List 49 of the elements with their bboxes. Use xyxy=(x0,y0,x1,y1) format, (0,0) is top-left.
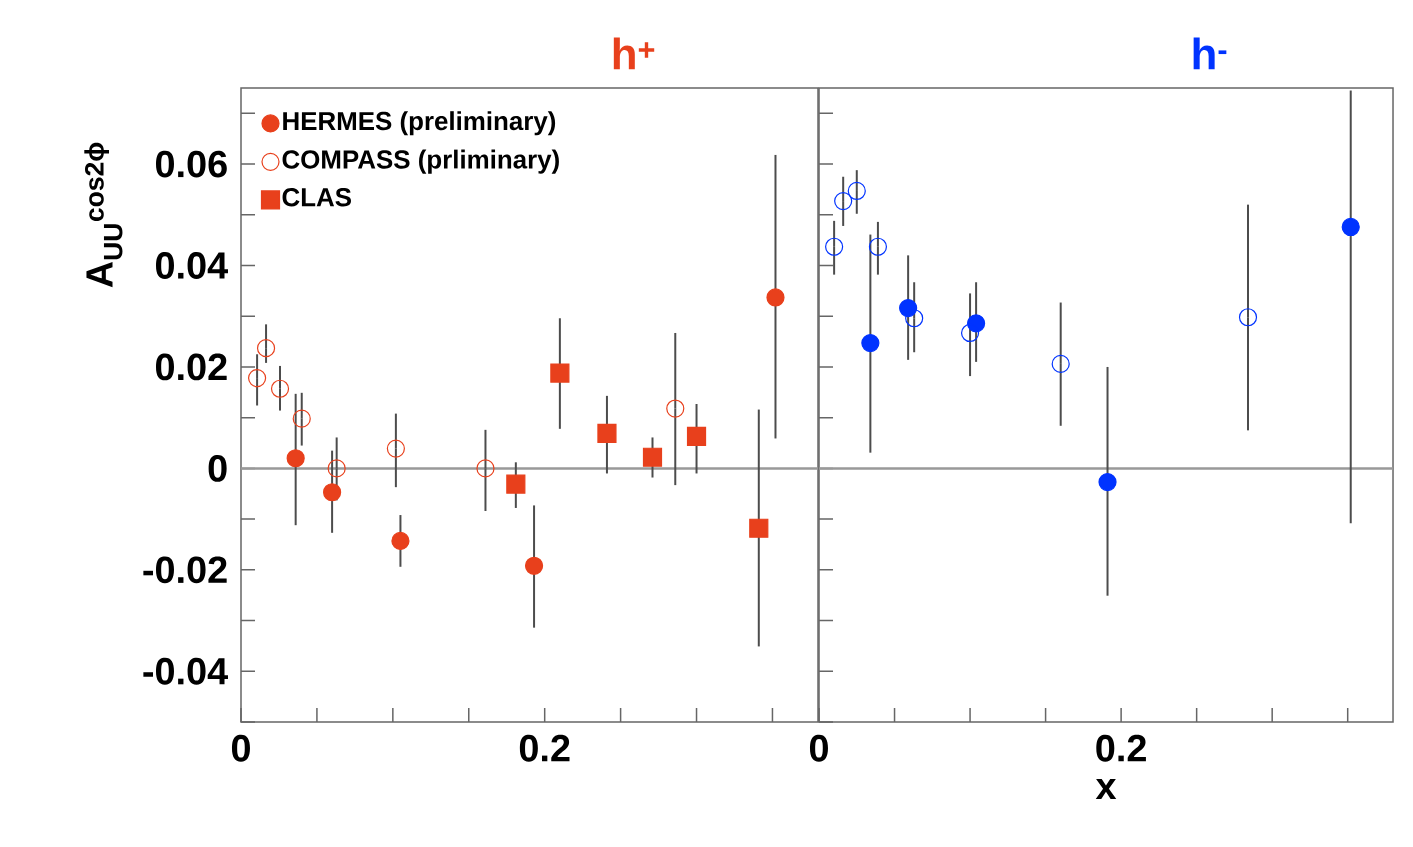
x-tick-label: 0 xyxy=(231,734,250,762)
x-tick-label: 0.2 xyxy=(519,734,570,762)
point xyxy=(506,474,526,494)
point xyxy=(905,309,924,328)
point xyxy=(476,459,495,478)
point xyxy=(899,299,918,318)
point xyxy=(1341,217,1360,237)
point xyxy=(391,531,410,551)
point xyxy=(686,426,707,447)
y-axis-title: A$_{UU}$cos2ϕ xyxy=(84,142,123,288)
y-tick-label: 0.04 xyxy=(156,252,228,279)
point xyxy=(766,288,785,307)
point xyxy=(666,399,685,418)
point xyxy=(825,237,844,256)
legend-label: COMPASS (prliminary) xyxy=(282,149,559,174)
point xyxy=(286,449,305,468)
chart-title: h$^{+}$ xyxy=(613,37,655,70)
point xyxy=(248,369,267,388)
point xyxy=(597,423,617,443)
point xyxy=(1098,472,1117,492)
chart-title: h$^{-}$ xyxy=(1193,37,1227,70)
y-tick-label: -0.04 xyxy=(143,657,228,685)
x-tick-label: 0 xyxy=(809,734,828,762)
point xyxy=(967,314,986,333)
x-tick-label: 0.2 xyxy=(1096,734,1146,762)
point xyxy=(256,339,276,358)
point xyxy=(847,181,866,201)
point xyxy=(861,334,880,353)
legend-label: HERMES (preliminary) xyxy=(283,111,556,136)
point xyxy=(323,483,342,502)
point xyxy=(292,409,311,428)
point xyxy=(524,556,544,575)
point xyxy=(960,323,980,343)
point xyxy=(834,191,853,211)
point xyxy=(1051,354,1070,374)
point xyxy=(1238,308,1258,327)
point xyxy=(749,518,769,538)
point xyxy=(327,459,346,478)
point xyxy=(386,439,405,458)
x-axis-title: x xyxy=(1095,779,1117,800)
point xyxy=(550,363,570,383)
point xyxy=(270,379,290,398)
y-tick-label: -0.02 xyxy=(143,556,227,584)
y-tick-label: 0.02 xyxy=(156,353,227,381)
point xyxy=(868,237,888,256)
legend-label: CLAS xyxy=(282,188,351,207)
point xyxy=(642,447,663,467)
y-tick-label: 0 xyxy=(208,454,227,482)
y-tick-label: 0.06 xyxy=(156,150,227,178)
